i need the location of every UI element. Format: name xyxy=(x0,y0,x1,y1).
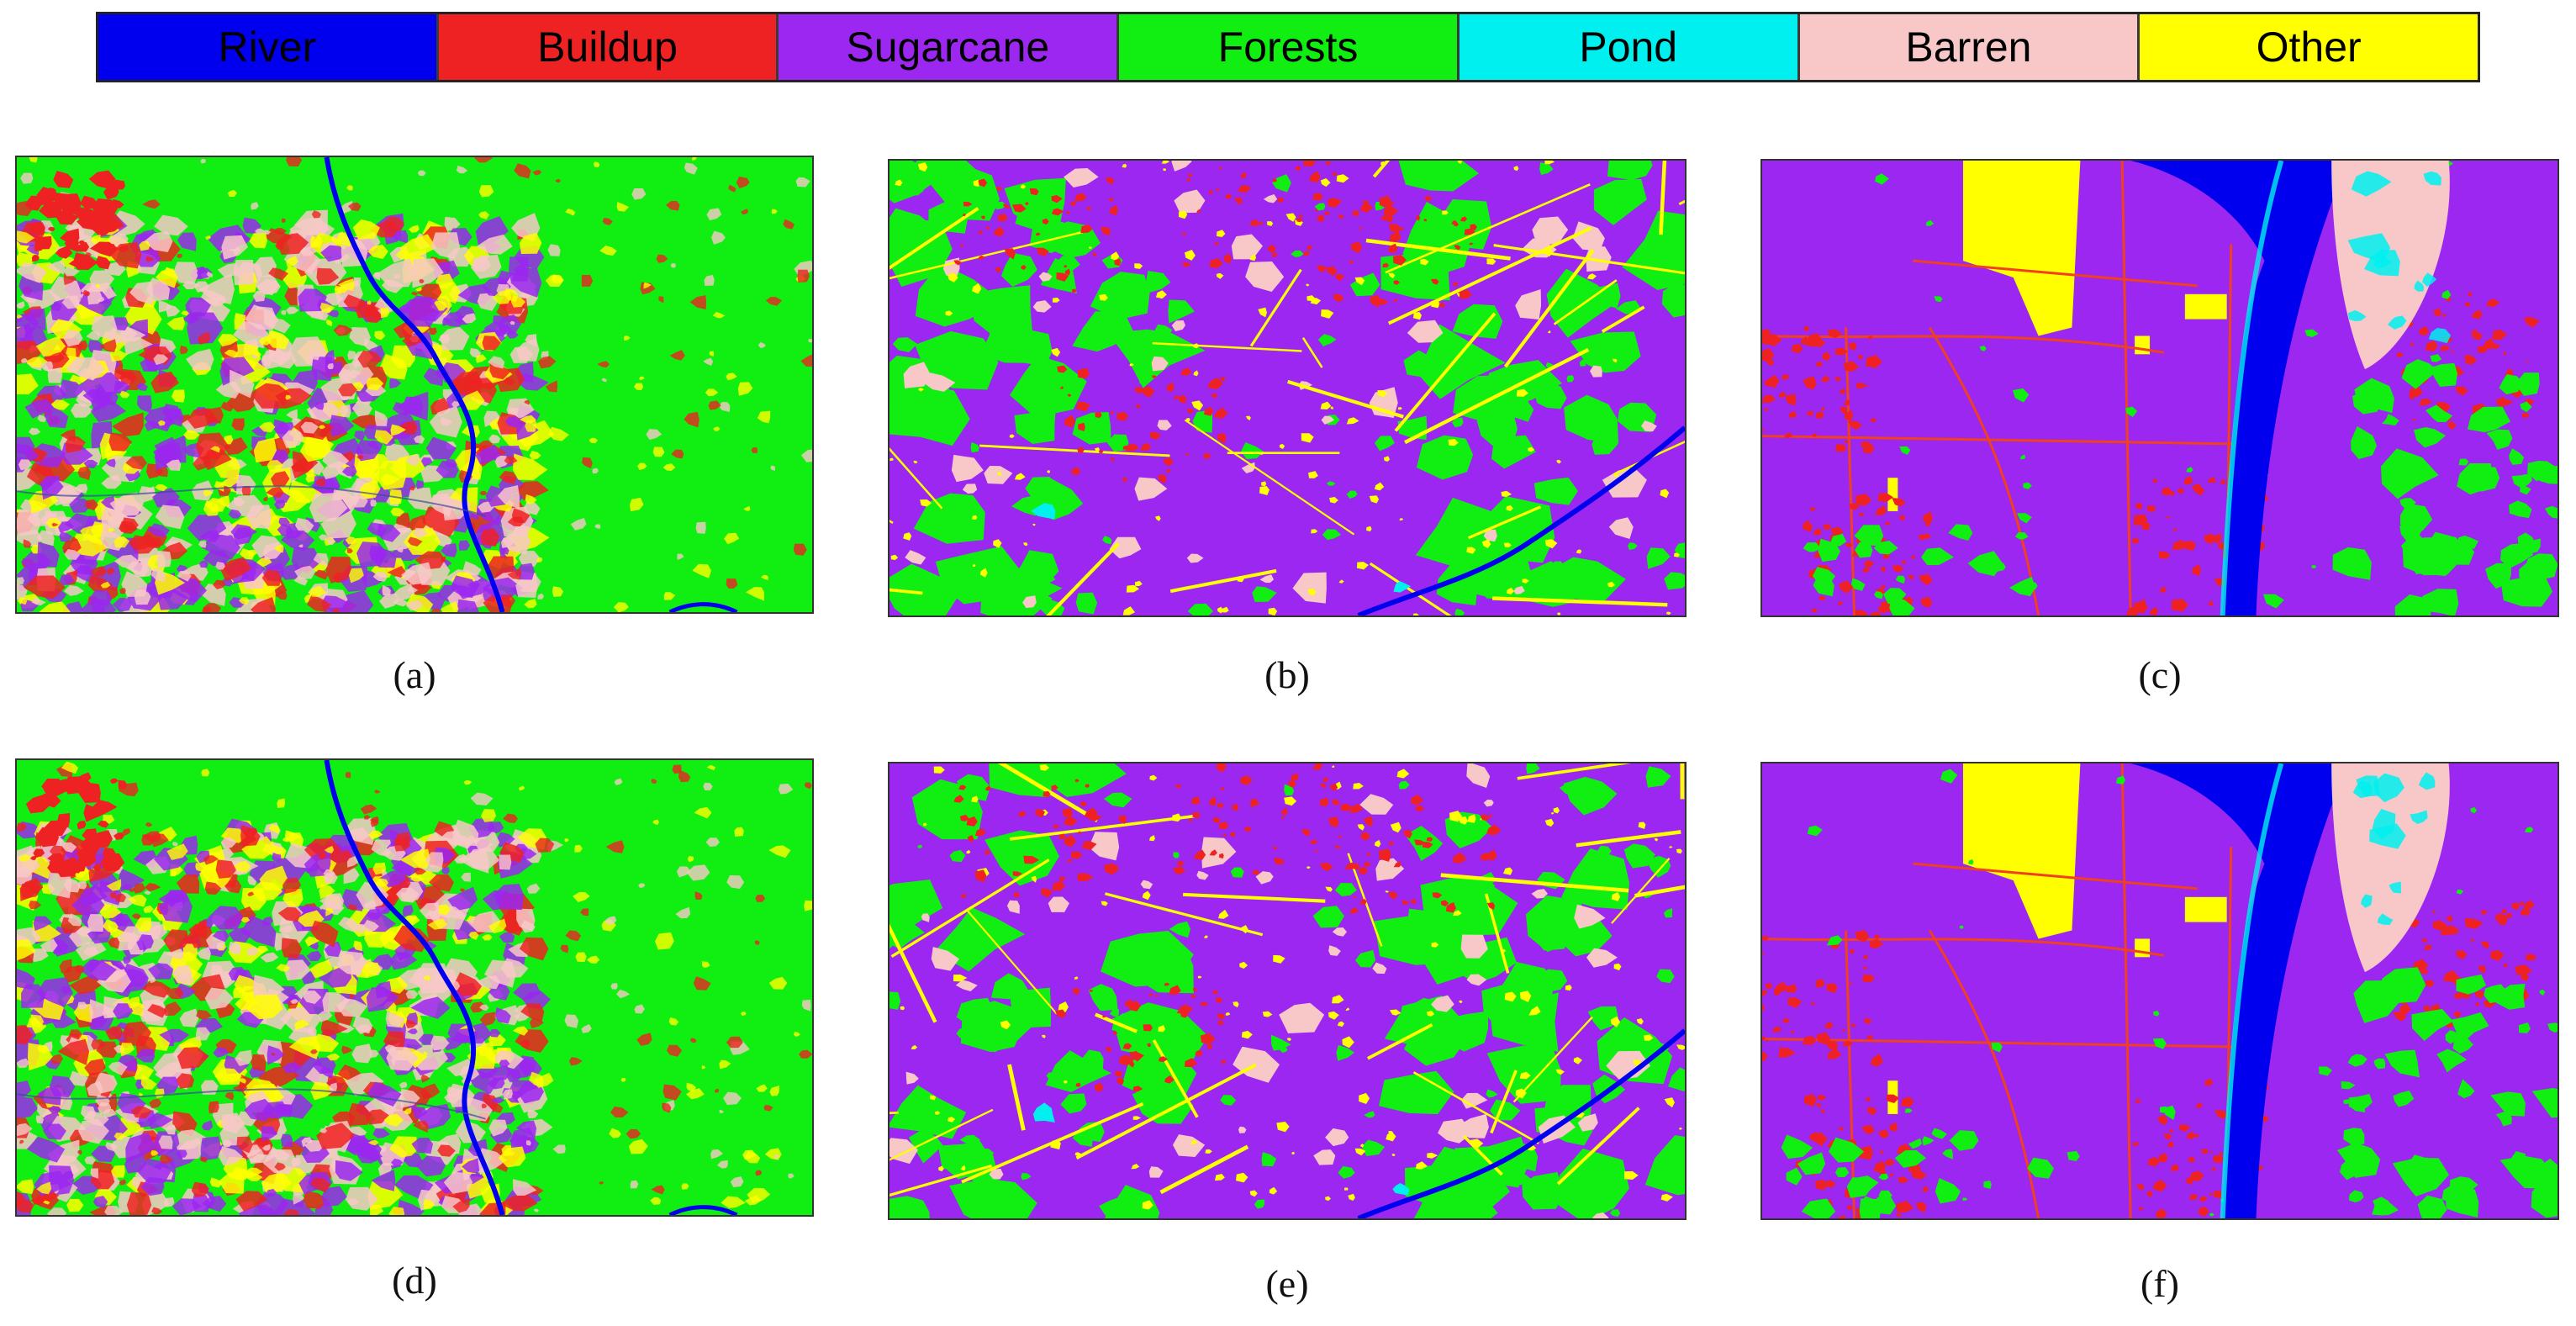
caption-d: (d) xyxy=(392,1259,437,1302)
map-panel-b xyxy=(888,159,1687,617)
legend-item-pond: Pond xyxy=(1459,14,1800,80)
caption-a: (a) xyxy=(393,653,436,696)
map-panel-c xyxy=(1760,159,2559,617)
classified-map-region-3 xyxy=(1762,763,2558,1218)
legend-label: Forests xyxy=(1217,24,1359,71)
classified-map-region-3 xyxy=(1762,161,2558,615)
caption-e: (e) xyxy=(1265,1262,1309,1305)
legend-label: Sugarcane xyxy=(846,24,1050,71)
legend-item-sugarcane: Sugarcane xyxy=(779,14,1120,80)
classified-map-region-1 xyxy=(17,760,812,1215)
map-panel-e xyxy=(888,762,1687,1220)
legend-label: Buildup xyxy=(537,24,678,71)
legend-item-forests: Forests xyxy=(1119,14,1460,80)
legend-item-river: River xyxy=(98,14,439,80)
caption-f: (f) xyxy=(2141,1262,2179,1305)
map-panel-f xyxy=(1760,762,2559,1220)
caption-c: (c) xyxy=(2138,653,2182,696)
legend-label: Other xyxy=(2256,24,2362,71)
legend-item-other: Other xyxy=(2140,14,2478,80)
classified-map-region-2 xyxy=(889,161,1685,615)
class-legend: River Buildup Sugarcane Forests Pond Bar… xyxy=(96,12,2480,82)
map-panel-d xyxy=(15,758,814,1217)
classified-map-region-2 xyxy=(889,763,1685,1218)
classified-map-region-1 xyxy=(17,157,812,612)
legend-item-barren: Barren xyxy=(1799,14,2141,80)
legend-label: River xyxy=(218,24,317,71)
map-panel-a xyxy=(15,156,814,614)
legend-label: Barren xyxy=(1905,24,2032,71)
caption-b: (b) xyxy=(1264,653,1310,696)
legend-item-buildup: Buildup xyxy=(438,14,779,80)
legend-label: Pond xyxy=(1579,24,1678,71)
